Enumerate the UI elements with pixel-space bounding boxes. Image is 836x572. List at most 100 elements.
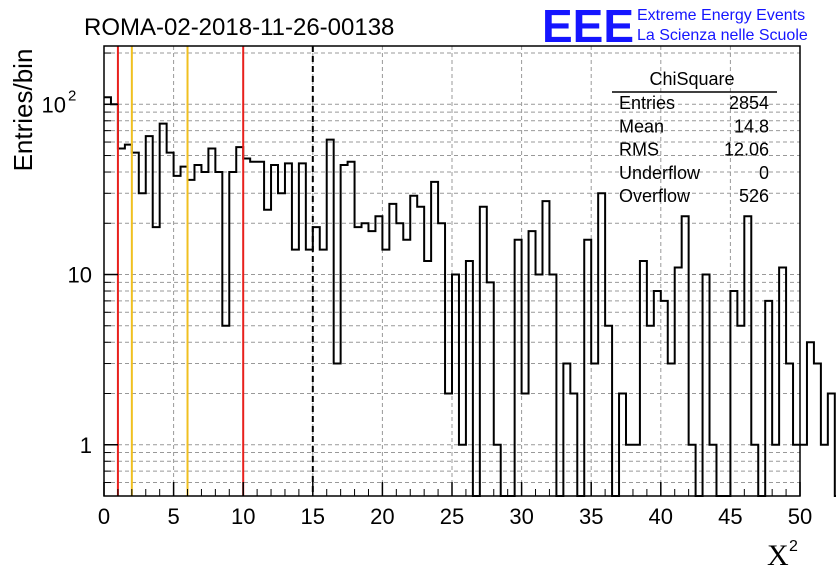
histogram-bin [118, 148, 125, 496]
stats-row-value: 2854 [729, 93, 769, 113]
stats-row-value: 12.06 [724, 140, 769, 160]
histogram-bin [410, 196, 417, 496]
histogram-bin [368, 231, 375, 496]
stats-row-label: RMS [619, 140, 659, 160]
histogram-bin [772, 445, 779, 496]
x-tick-label: 35 [579, 504, 603, 529]
histogram-bin [292, 250, 299, 496]
histogram-bin [257, 162, 264, 496]
histogram-bin [807, 342, 814, 496]
histogram-bin [466, 261, 473, 496]
histogram-bin [647, 326, 654, 496]
histogram-bin [438, 223, 445, 496]
histogram-bin [737, 326, 744, 496]
histogram-bin [522, 394, 529, 496]
x-tick-label: 15 [301, 504, 325, 529]
histogram-bin [452, 275, 459, 496]
histogram-bin [675, 267, 682, 496]
x-tick-label: 20 [370, 504, 394, 529]
histogram-bin [271, 165, 278, 496]
histogram-bin [215, 172, 222, 496]
histogram-bin [111, 104, 118, 496]
histogram-bin [563, 364, 570, 496]
histogram-bin [278, 193, 285, 496]
x-tick-label: 45 [718, 504, 742, 529]
histogram-bin [250, 162, 257, 496]
histogram-bin [605, 326, 612, 496]
histogram-bin [542, 201, 549, 496]
histogram-bin [334, 364, 341, 496]
histogram-bin [821, 445, 828, 496]
logo-line1: Extreme Energy Events [637, 7, 805, 24]
histogram-bin [327, 140, 334, 496]
histogram-bin [786, 364, 793, 496]
histogram-bin [633, 445, 640, 496]
histogram-bin [375, 216, 382, 496]
logo-mark: EEE [542, 0, 634, 52]
x-axis-ticks: 0 5 10 15 20 25 30 35 40 45 50 [98, 482, 812, 529]
histogram-bin [403, 240, 410, 496]
chart-title: ROMA-02-2018-11-26-00138 [84, 14, 394, 41]
histogram-bin [570, 394, 577, 496]
histogram-bin [751, 445, 758, 496]
histogram-bin [619, 394, 626, 496]
histogram-bin [765, 301, 772, 496]
y-tick-label: 10 [68, 263, 92, 288]
y-tick-label-sup: 2 [68, 87, 76, 104]
x-axis-label-sup: 2 [789, 538, 798, 555]
x-tick-label: 25 [440, 504, 464, 529]
stats-name: ChiSquare [649, 69, 734, 89]
histogram-bin [348, 162, 355, 496]
histogram-bin [417, 207, 424, 496]
histogram-bin [104, 97, 111, 496]
histogram-bin [744, 216, 751, 496]
histogram-bin [132, 153, 139, 496]
stats-row-label: Overflow [619, 186, 691, 206]
histogram-bin [480, 207, 487, 496]
histogram-bin [396, 223, 403, 496]
stats-row-value: 14.8 [734, 116, 769, 136]
eee-logo: EEE Extreme Energy Events La Scienza nel… [542, 0, 808, 52]
histogram-bin [640, 261, 647, 496]
histogram-bin [125, 145, 132, 496]
histogram-bin [584, 240, 591, 496]
histogram-bin [306, 250, 313, 496]
stats-box: ChiSquare Entries 2854 Mean 14.8 RMS 12.06 Und… [612, 69, 777, 206]
histogram-bin [167, 153, 174, 496]
x-tick-label: 10 [231, 504, 255, 529]
histogram-bin [779, 267, 786, 496]
histogram-bin [591, 364, 598, 496]
stats-row-label: Entries [619, 93, 675, 113]
histogram-bin [661, 301, 668, 496]
histogram-bin [515, 240, 522, 496]
y-tick-label: 1 [80, 433, 92, 458]
histogram-bin [160, 124, 167, 496]
x-tick-label: 5 [167, 504, 179, 529]
x-axis-label-main: X [767, 539, 789, 572]
histogram-bin [243, 159, 250, 496]
logo-line2: La Scienza nelle Scuole [637, 27, 808, 44]
histogram-bin [139, 193, 146, 496]
stats-row-value: 0 [759, 163, 769, 183]
histogram-bin [341, 165, 348, 496]
histogram-bin [355, 227, 362, 496]
histogram-bin [313, 227, 320, 496]
histogram-bin [208, 148, 215, 496]
stats-row-label: Mean [619, 116, 664, 136]
histogram-bin [598, 193, 605, 496]
histogram-bin [181, 167, 188, 496]
y-tick-label: 10 [42, 92, 66, 117]
histogram-bin [174, 176, 181, 496]
x-axis-label: X 2 [767, 538, 798, 572]
grid [104, 46, 800, 497]
histogram-bin [431, 182, 438, 496]
histogram-bin [689, 445, 696, 496]
histogram-bin [153, 227, 160, 496]
histogram-bin [236, 147, 243, 496]
histogram-bin [494, 445, 501, 496]
histogram-bin [800, 445, 807, 496]
histogram-bin [682, 216, 689, 496]
x-tick-label: 30 [509, 504, 533, 529]
histogram-bin [382, 250, 389, 496]
